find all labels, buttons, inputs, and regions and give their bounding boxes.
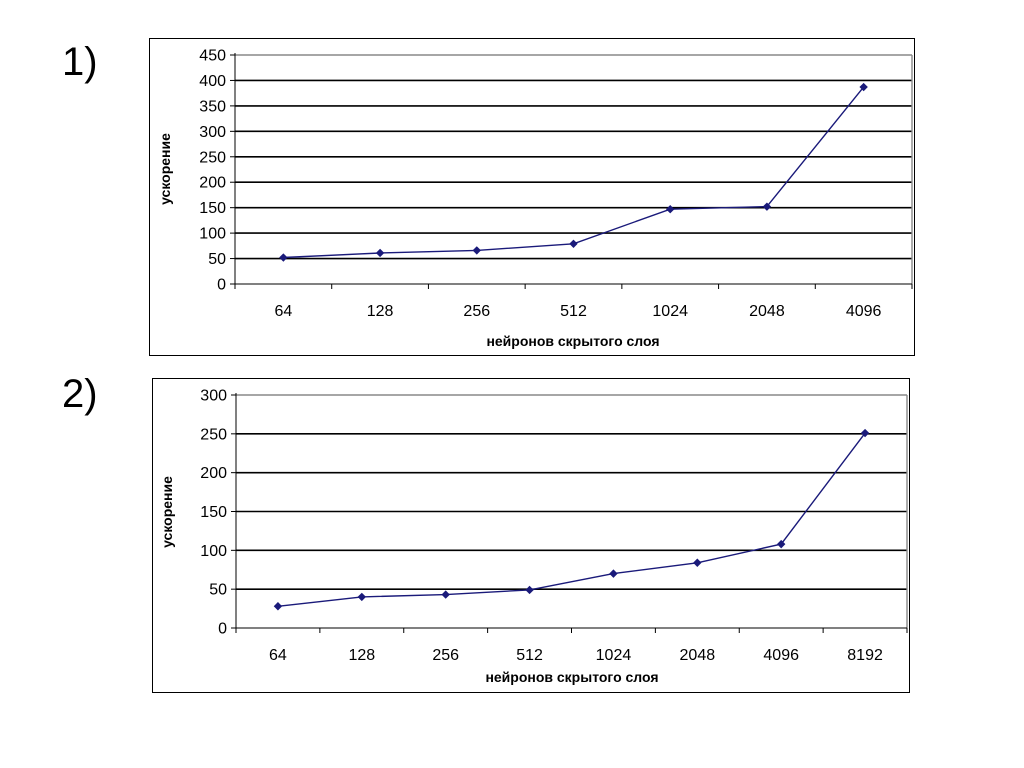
chart-2-data-point	[357, 592, 367, 602]
chart-1-data-point	[666, 204, 675, 214]
chart-2-y-tick-label: 300	[200, 388, 227, 405]
chart-2-number-label: 2)	[62, 372, 98, 416]
chart-1-data-point	[762, 202, 772, 211]
chart-1-x-tick-label: 1024	[652, 303, 688, 320]
chart-1-y-tick-label: 0	[217, 277, 226, 294]
chart-1-y-tick-label: 200	[199, 175, 226, 192]
chart-2-x-tick-label: 512	[516, 647, 543, 664]
chart-2-x-tick-label: 2048	[680, 647, 716, 664]
chart-2-x-tick-label: 256	[432, 647, 459, 664]
chart-2-y-tick-label: 200	[200, 465, 227, 482]
chart-2-frame	[152, 378, 910, 693]
chart-1-y-tick-label: 350	[199, 98, 226, 115]
chart-2-x-tick-label: 1024	[596, 647, 632, 664]
chart-1-y-tick-label: 100	[199, 226, 226, 243]
chart-1-x-tick-label: 128	[367, 303, 394, 320]
chart-2-y-tick-label: 150	[200, 504, 227, 521]
chart-2-data-point	[525, 585, 534, 595]
chart-2-data-point	[776, 539, 786, 549]
chart-2-x-tick-label: 4096	[763, 647, 799, 664]
chart-2-y-axis-title: ускорение	[159, 476, 175, 548]
chart-1: 0 50 100 150 200 250 300 350 400 450 64 128 256 512 10…	[149, 38, 915, 356]
chart-2-y-tick-label: 0	[218, 621, 227, 638]
chart-2-y-tick-label: 50	[209, 582, 227, 599]
chart-1-y-tick-label: 250	[199, 149, 226, 166]
chart-1-y-tick-label: 300	[199, 124, 226, 141]
chart-2-series-line	[277, 432, 866, 607]
chart-2-data-point	[609, 569, 618, 578]
chart-2-x-axis-title: нейронов скрытого слоя	[485, 669, 658, 685]
chart-1-data-point	[472, 246, 481, 255]
chart-1-y-tick-label: 50	[208, 251, 226, 268]
chart-1-y-tick-label: 400	[199, 73, 226, 90]
chart-1-x-tick-label: 64	[274, 303, 292, 320]
chart-1-y-tick-label: 150	[199, 200, 226, 217]
chart-1-y-axis-title: ускорение	[157, 133, 173, 205]
chart-2-y-tick-label: 250	[200, 426, 227, 443]
chart-1-frame	[149, 38, 915, 356]
chart-1-x-tick-label: 256	[463, 303, 490, 320]
chart-2-data-point	[441, 590, 450, 599]
chart-1-data-point	[375, 248, 385, 258]
chart-2-x-tick-label: 128	[348, 647, 375, 664]
chart-2-data-point	[693, 558, 702, 567]
chart-1-x-tick-label: 4096	[846, 303, 882, 320]
chart-2: 0 50 100 150 200 250 300 64 128 256 512 1024 2048 409…	[152, 378, 910, 693]
chart-2-x-tick-label: 8192	[847, 647, 883, 664]
chart-2-x-tick-label: 64	[269, 647, 287, 664]
chart-1-x-tick-label: 2048	[749, 303, 785, 320]
chart-2-y-tick-label: 100	[200, 543, 227, 560]
chart-1-number-label: 1)	[62, 40, 98, 84]
chart-1-data-point	[859, 82, 868, 92]
chart-2-data-point	[860, 428, 870, 438]
chart-1-y-tick-label: 450	[199, 48, 226, 65]
chart-1-x-tick-label: 512	[560, 303, 587, 320]
chart-1-x-axis-title: нейронов скрытого слоя	[486, 333, 659, 349]
chart-1-data-point	[569, 239, 578, 248]
